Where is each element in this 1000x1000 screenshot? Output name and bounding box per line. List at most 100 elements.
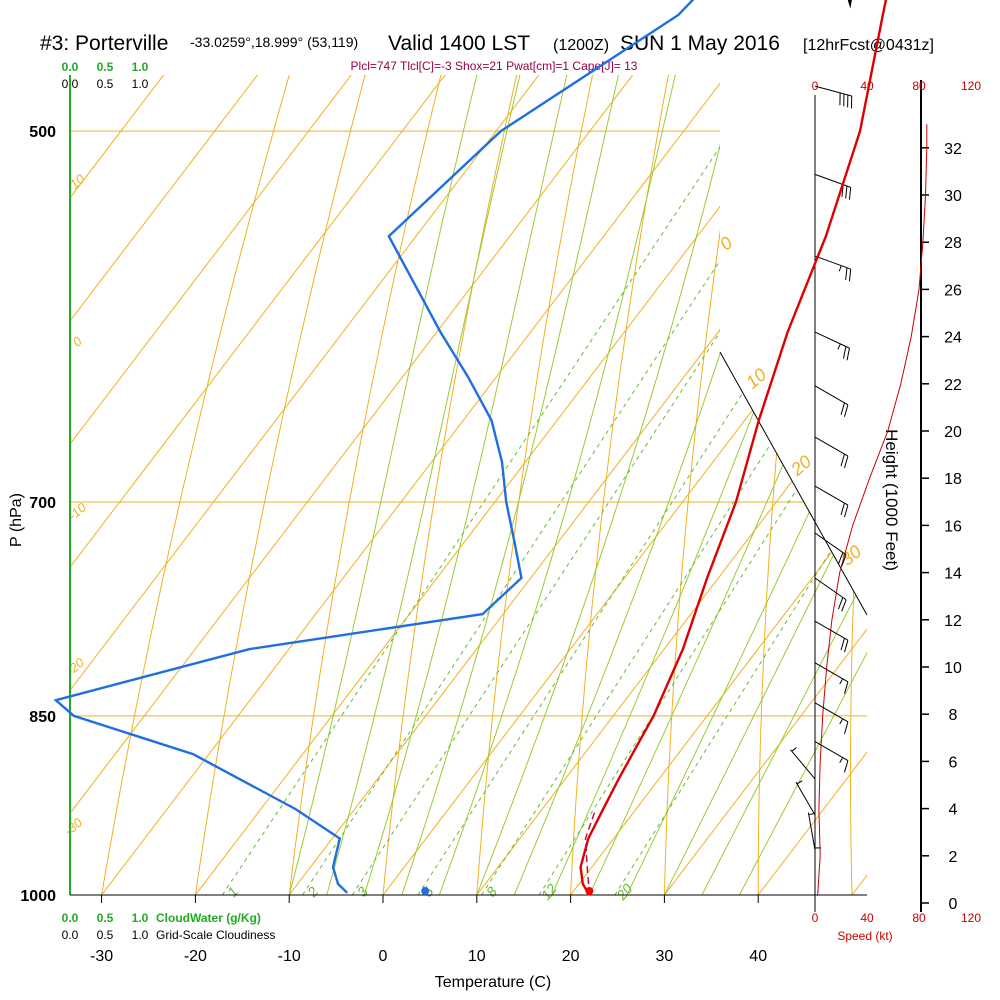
wind-barb-15 bbox=[814, 173, 852, 200]
barb-staff bbox=[814, 173, 851, 188]
x-axis-title: Temperature (C) bbox=[435, 974, 551, 991]
moist-adiabat-22 bbox=[588, 75, 867, 895]
barb-feather bbox=[846, 348, 850, 361]
height-tick-label-20: 20 bbox=[944, 424, 962, 441]
barb-pennant bbox=[847, 0, 852, 9]
isotherm-label-6: -10 bbox=[65, 499, 90, 523]
station-coords: -33.0259°,18.999° (53,119) bbox=[190, 34, 358, 50]
dry-adiabat--10 bbox=[288, 75, 646, 895]
p-tick-label-700: 700 bbox=[29, 495, 56, 512]
moist-adiabat-30 bbox=[663, 75, 867, 895]
wind-barb-4 bbox=[814, 741, 849, 773]
pressure-axis-ticks: 2503004005007008501000 bbox=[20, 124, 56, 905]
cloudiness-scale-bottom: 0.0 0.5 1.0 bbox=[62, 928, 149, 942]
dry-adiabat--20 bbox=[194, 75, 583, 895]
barb-half-feather bbox=[839, 678, 844, 685]
moist-adiabat-26 bbox=[626, 75, 867, 895]
isotherm--80 bbox=[70, 75, 798, 895]
isotherm--110 bbox=[70, 75, 516, 895]
isotherm--20 bbox=[195, 75, 867, 895]
dry-adiabat-0 bbox=[382, 75, 709, 895]
moist-adiabat--10 bbox=[288, 75, 679, 895]
wind-barb-14 bbox=[814, 255, 852, 282]
x-tick-label-20: 20 bbox=[562, 948, 580, 965]
height-tick-label-16: 16 bbox=[944, 518, 962, 535]
isotherm-10 bbox=[476, 75, 867, 895]
p-tick-label-850: 850 bbox=[29, 709, 56, 726]
cloudwater-scale-top: 0.0 0.5 1.0 bbox=[62, 60, 149, 74]
cloudwater-top-tick-0: 0.0 bbox=[62, 60, 79, 74]
barb-feather bbox=[840, 453, 845, 467]
speed-bottom-tick-3: 120 bbox=[961, 911, 981, 925]
barb-staff bbox=[814, 436, 849, 457]
parcel-path bbox=[584, 808, 597, 896]
barb-staff bbox=[807, 812, 816, 851]
barb-feather bbox=[840, 402, 845, 415]
height-tick-label-12: 12 bbox=[944, 613, 962, 630]
mixing-ratio-line-3 bbox=[351, 75, 867, 895]
dry-adiabats bbox=[101, 75, 867, 895]
height-tick-label-14: 14 bbox=[944, 566, 962, 583]
height-tick-label-6: 6 bbox=[949, 754, 958, 771]
x-tick-label-30: 30 bbox=[656, 948, 674, 965]
moist-adiabat-38 bbox=[738, 75, 867, 895]
dewpoint-profile bbox=[53, 0, 695, 894]
barb-half-feather bbox=[791, 747, 797, 752]
surface-temperature-marker bbox=[585, 887, 594, 895]
dry-adiabat-30 bbox=[663, 75, 867, 895]
moist-adiabat-2 bbox=[401, 75, 800, 895]
isotherm-label-8: -30 bbox=[61, 814, 86, 838]
forecast-date: SUN 1 May 2016 bbox=[620, 32, 780, 55]
cloudiness-top-tick-1: 0.5 bbox=[97, 77, 114, 91]
cloudiness-bottom-tick-2: 1.0 bbox=[132, 928, 149, 942]
barb-staff bbox=[814, 85, 852, 97]
height-tick-label-24: 24 bbox=[944, 330, 962, 347]
barb-staff bbox=[795, 781, 816, 816]
isotherm--40 bbox=[70, 75, 867, 895]
isotherm--90 bbox=[70, 75, 704, 895]
isobar-lines bbox=[70, 130, 867, 895]
x-tick-label--30: -30 bbox=[90, 948, 113, 965]
wind-barb-11 bbox=[814, 436, 849, 469]
barb-staff bbox=[814, 620, 849, 641]
cloudiness-bottom-tick-1: 0.5 bbox=[97, 928, 114, 942]
mixing-ratio-label-8: 8 bbox=[483, 883, 500, 899]
surface-dewpoint-marker bbox=[421, 887, 430, 895]
dry-adiabat-10 bbox=[476, 75, 773, 895]
cloudiness-title: Grid-Scale Cloudiness bbox=[156, 928, 275, 942]
height-tick-label-4: 4 bbox=[949, 802, 958, 819]
cloudiness-top-tick-2: 1.0 bbox=[132, 77, 149, 91]
isotherm-label-1: 10 bbox=[742, 364, 770, 392]
x-tick-label--20: -20 bbox=[184, 948, 207, 965]
valid-time: Valid 1400 LST bbox=[388, 32, 530, 55]
plot-boundary bbox=[719, 351, 868, 616]
barb-half-feather bbox=[839, 757, 844, 763]
barb-feather bbox=[848, 268, 852, 282]
isotherm-label-2: 20 bbox=[786, 451, 815, 480]
mixing-ratio-line-2 bbox=[302, 75, 867, 895]
barb-half-feather bbox=[837, 343, 841, 350]
barb-feather bbox=[837, 552, 844, 565]
wind-barb-5 bbox=[814, 702, 849, 734]
temperature-profile bbox=[579, 0, 888, 896]
height-tick-label-2: 2 bbox=[949, 849, 958, 866]
cloudwater-top-tick-1: 0.5 bbox=[97, 60, 114, 74]
speed-title: Speed (kt) bbox=[837, 929, 892, 943]
wind-barb-8 bbox=[814, 577, 847, 612]
mixing-ratio-label-3: 3 bbox=[354, 883, 371, 899]
speed-bottom-tick-0: 0 bbox=[812, 911, 819, 925]
barb-half-feather bbox=[839, 718, 844, 725]
barb-feather bbox=[844, 455, 849, 469]
barb-feather bbox=[844, 721, 849, 734]
barb-staff bbox=[814, 385, 849, 406]
wind-barb-16 bbox=[814, 85, 853, 109]
isotherm-30 bbox=[664, 75, 867, 895]
cloudwater-bottom-tick-1: 0.5 bbox=[97, 911, 114, 925]
barb-staff bbox=[814, 485, 849, 506]
speed-top-tick-3: 120 bbox=[961, 79, 981, 93]
grid-labels: 1235812200102030100-10-20-30 bbox=[61, 171, 865, 904]
barb-staff bbox=[814, 532, 847, 556]
forecast-run: [12hrFcst@0431z] bbox=[803, 37, 934, 54]
moist-adiabats bbox=[288, 75, 867, 895]
